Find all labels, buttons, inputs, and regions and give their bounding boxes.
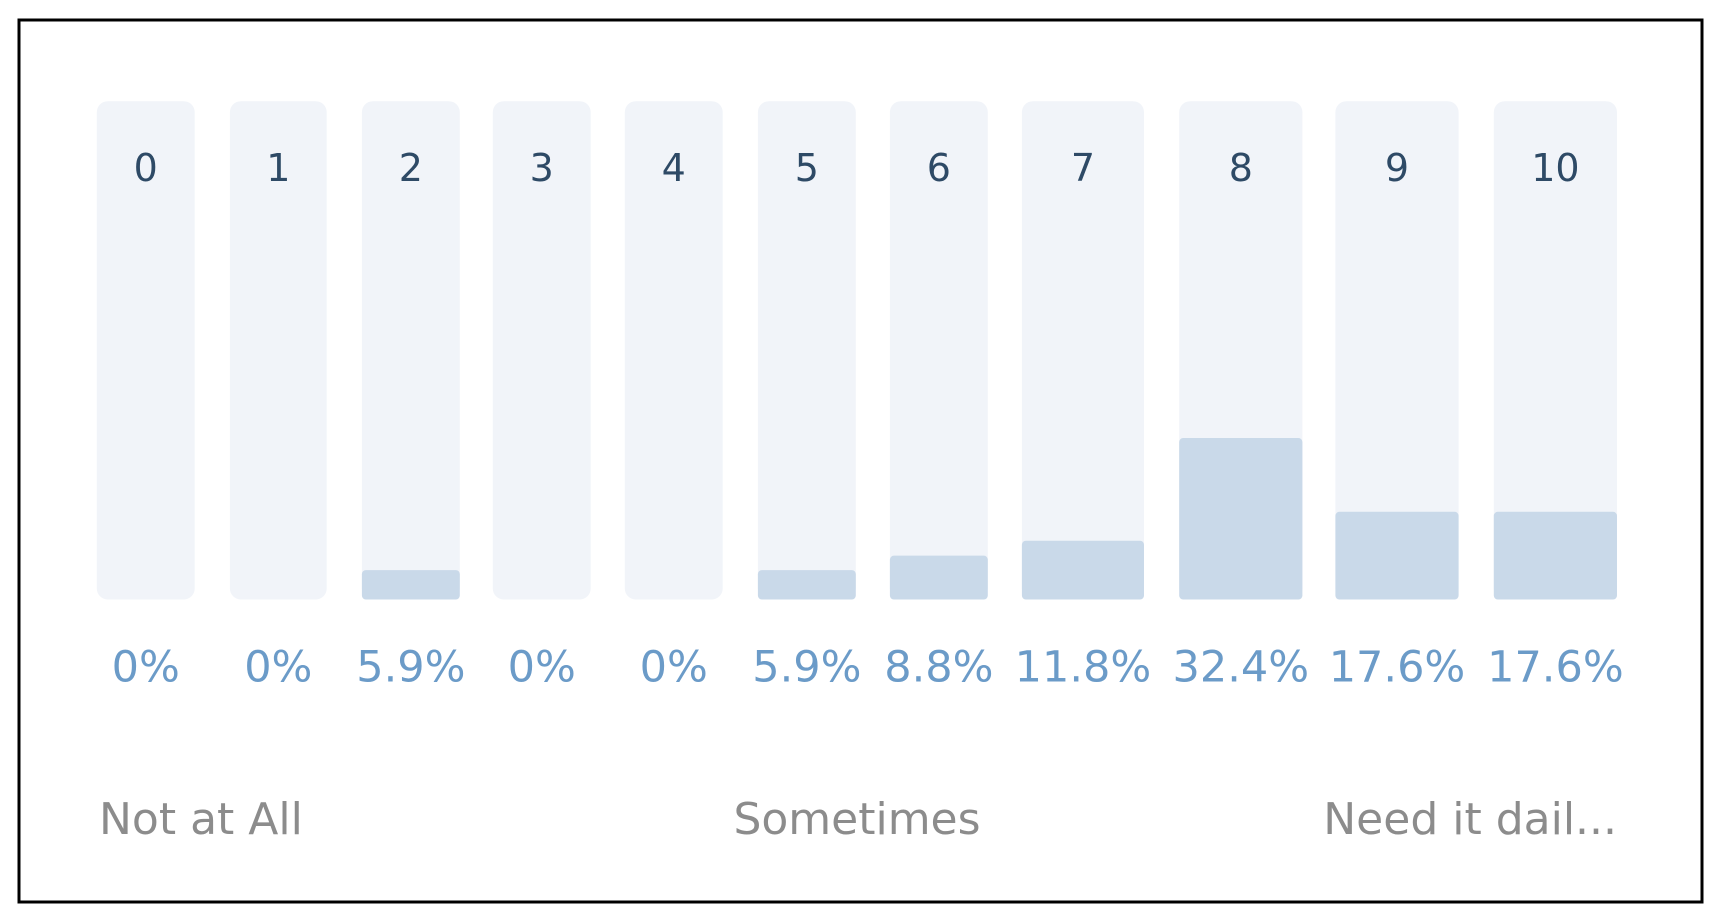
bar <box>1335 511 1459 600</box>
value-label: 17.6% <box>1487 642 1624 692</box>
bar <box>889 555 988 600</box>
scale-label: Not at All <box>99 794 303 845</box>
bar-track <box>1493 101 1617 600</box>
scale-label: Need it dail... <box>1323 794 1617 845</box>
category-label: 10 <box>1531 146 1579 190</box>
category-label: 4 <box>662 146 686 190</box>
value-label: 0% <box>508 642 576 692</box>
category-label: 3 <box>530 146 554 190</box>
bar-track <box>757 101 856 600</box>
bar <box>361 570 460 600</box>
value-label: 5.9% <box>752 642 861 692</box>
bar-track <box>361 101 460 600</box>
category-label: 6 <box>927 146 951 190</box>
bar-track <box>229 101 327 600</box>
value-label: 8.8% <box>884 642 993 692</box>
category-label: 9 <box>1385 146 1409 190</box>
bar-track <box>492 101 591 600</box>
category-label: 5 <box>795 146 819 190</box>
bar <box>1179 438 1303 600</box>
value-label: 0% <box>244 642 312 692</box>
bar-track <box>624 101 723 600</box>
value-label: 32.4% <box>1172 642 1309 692</box>
value-label: 0% <box>112 642 180 692</box>
bar-track <box>1021 101 1144 600</box>
category-label: 0 <box>134 146 158 190</box>
value-label: 0% <box>640 642 708 692</box>
bar <box>1493 511 1617 600</box>
bar <box>757 570 856 600</box>
bar-track <box>1335 101 1459 600</box>
category-label: 8 <box>1229 146 1253 190</box>
category-label: 2 <box>399 146 423 190</box>
category-label: 1 <box>266 146 290 190</box>
bar-track <box>96 101 195 600</box>
bar-track <box>889 101 988 600</box>
value-label: 11.8% <box>1015 642 1152 692</box>
scale-label: Sometimes <box>733 794 980 845</box>
category-label: 7 <box>1071 146 1095 190</box>
value-label: 5.9% <box>356 642 465 692</box>
bar <box>1021 540 1144 600</box>
value-label: 17.6% <box>1329 642 1466 692</box>
